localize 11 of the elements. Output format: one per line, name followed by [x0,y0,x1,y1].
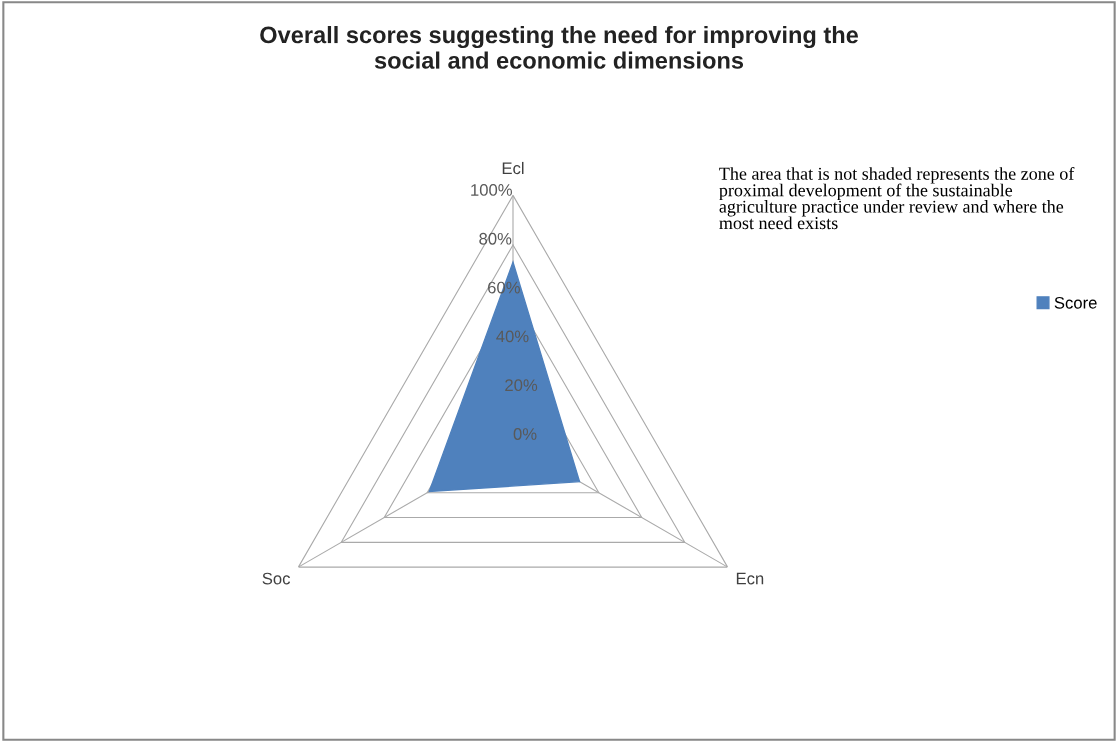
text: The area that is not shaded represents the zone of proximal development of the sustainable agriculture practice under review and where the most need exists [719,166,1075,230]
y-tick-label: 20% [505,379,538,392]
spoke-label: Ecn [736,572,764,585]
chart-title: Overall scores suggesting the need for improving the social and economic dimensions [260,25,859,69]
spoke-label: Ecl [502,161,524,175]
y-tick-label: 100% [471,184,512,196]
legend-label: Score [1054,296,1097,309]
y-tick-label: 80% [479,232,512,245]
spoke-label: Soc [262,572,291,585]
y-tick-label: 40% [496,330,529,343]
y-tick-label: 0% [513,428,537,440]
